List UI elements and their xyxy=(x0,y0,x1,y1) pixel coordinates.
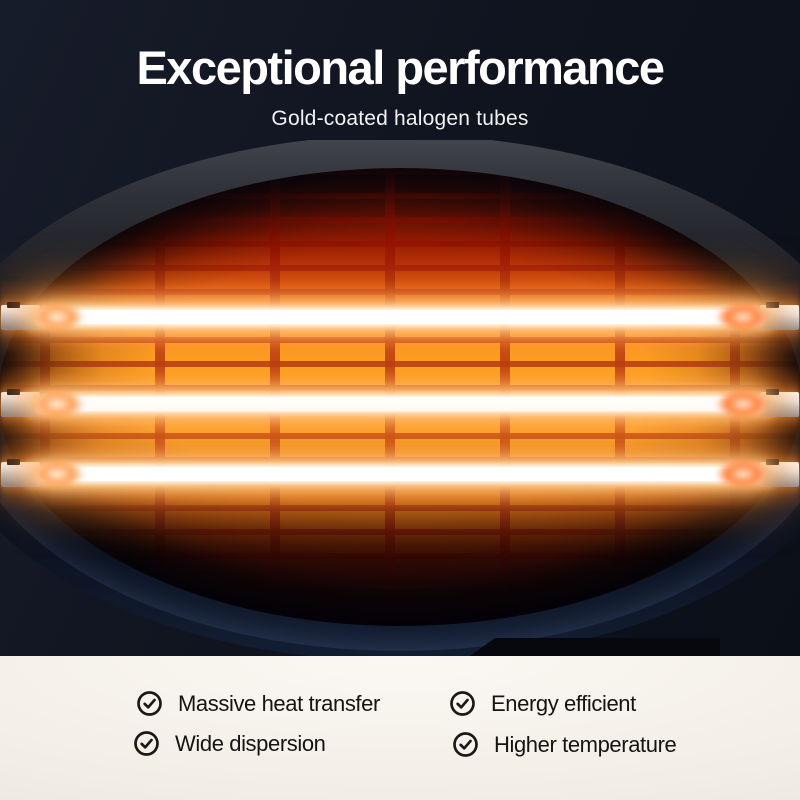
feature-label: Energy efficient xyxy=(491,691,636,716)
tube-tip-glow-left xyxy=(30,389,84,419)
feature-item: Massive heat transfer xyxy=(136,690,380,717)
heater-stand-shadow xyxy=(470,638,720,656)
feature-item: Higher temperature xyxy=(452,731,677,758)
tube-tip-glow-right xyxy=(716,459,770,489)
tube-tip-glow-left xyxy=(30,459,84,489)
feature-item: Wide dispersion xyxy=(133,730,326,757)
hero-section: Exceptional performance Gold-coated halo… xyxy=(0,0,800,656)
check-circle-icon xyxy=(137,691,162,716)
tube-filament xyxy=(38,310,762,324)
feature-label: Wide dispersion xyxy=(175,731,326,756)
tube-filament xyxy=(38,467,762,481)
check-circle-icon xyxy=(134,731,159,756)
heater-photo xyxy=(0,140,800,656)
check-circle-icon xyxy=(453,732,478,757)
check-circle-icon xyxy=(450,691,475,716)
tube-tip-glow-left xyxy=(30,302,84,332)
feature-item: Energy efficient xyxy=(449,690,636,717)
tube-filament xyxy=(38,397,762,411)
subheadline: Gold-coated halogen tubes xyxy=(271,107,529,130)
headline: Exceptional performance xyxy=(136,41,665,94)
tube-tip-glow-right xyxy=(716,389,770,419)
feature-label: Higher temperature xyxy=(494,732,677,757)
feature-label: Massive heat transfer xyxy=(178,691,380,716)
features-section xyxy=(0,656,800,800)
tube-tip-glow-right xyxy=(716,302,770,332)
